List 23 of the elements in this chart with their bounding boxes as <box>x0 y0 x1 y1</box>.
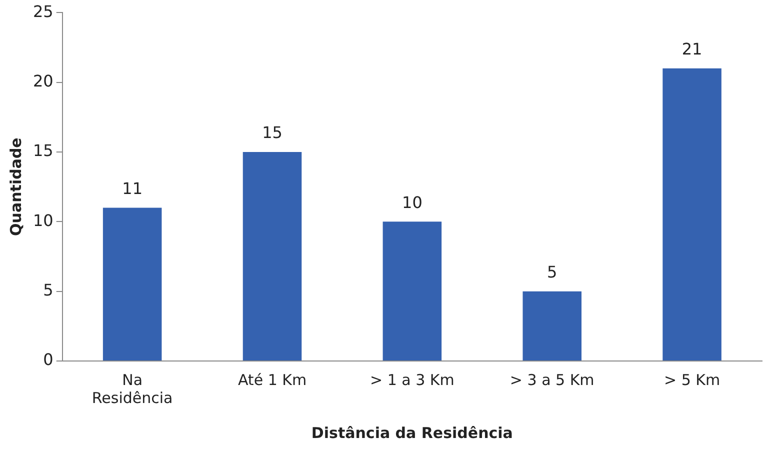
x-axis-title: Distância da Residência <box>311 424 513 442</box>
y-tick-label: 25 <box>33 2 54 21</box>
data-label: 10 <box>402 192 422 212</box>
bar <box>382 222 442 360</box>
bar <box>662 68 722 360</box>
y-tick-label: 5 <box>43 280 54 300</box>
y-tick-label: 15 <box>33 141 54 160</box>
x-tick-label: > 1 a 3 Km <box>370 370 454 389</box>
y-tick-label: 20 <box>33 71 54 90</box>
y-tick-label: 0 <box>43 350 54 370</box>
data-label: 15 <box>262 123 282 142</box>
x-tick-label: Na Residência <box>92 370 173 407</box>
data-label: 21 <box>682 40 702 58</box>
x-tick-label: > 5 Km <box>664 370 720 389</box>
y-tick-label: 10 <box>33 210 54 230</box>
data-label: 5 <box>547 262 558 282</box>
bar <box>522 291 582 360</box>
bar <box>242 152 302 360</box>
y-axis-title: Quantidade <box>6 138 25 236</box>
data-label: 11 <box>122 178 143 198</box>
bar <box>102 208 162 360</box>
x-tick-label: > 3 a 5 Km <box>510 370 594 389</box>
x-tick-label: Até 1 Km <box>238 370 307 389</box>
